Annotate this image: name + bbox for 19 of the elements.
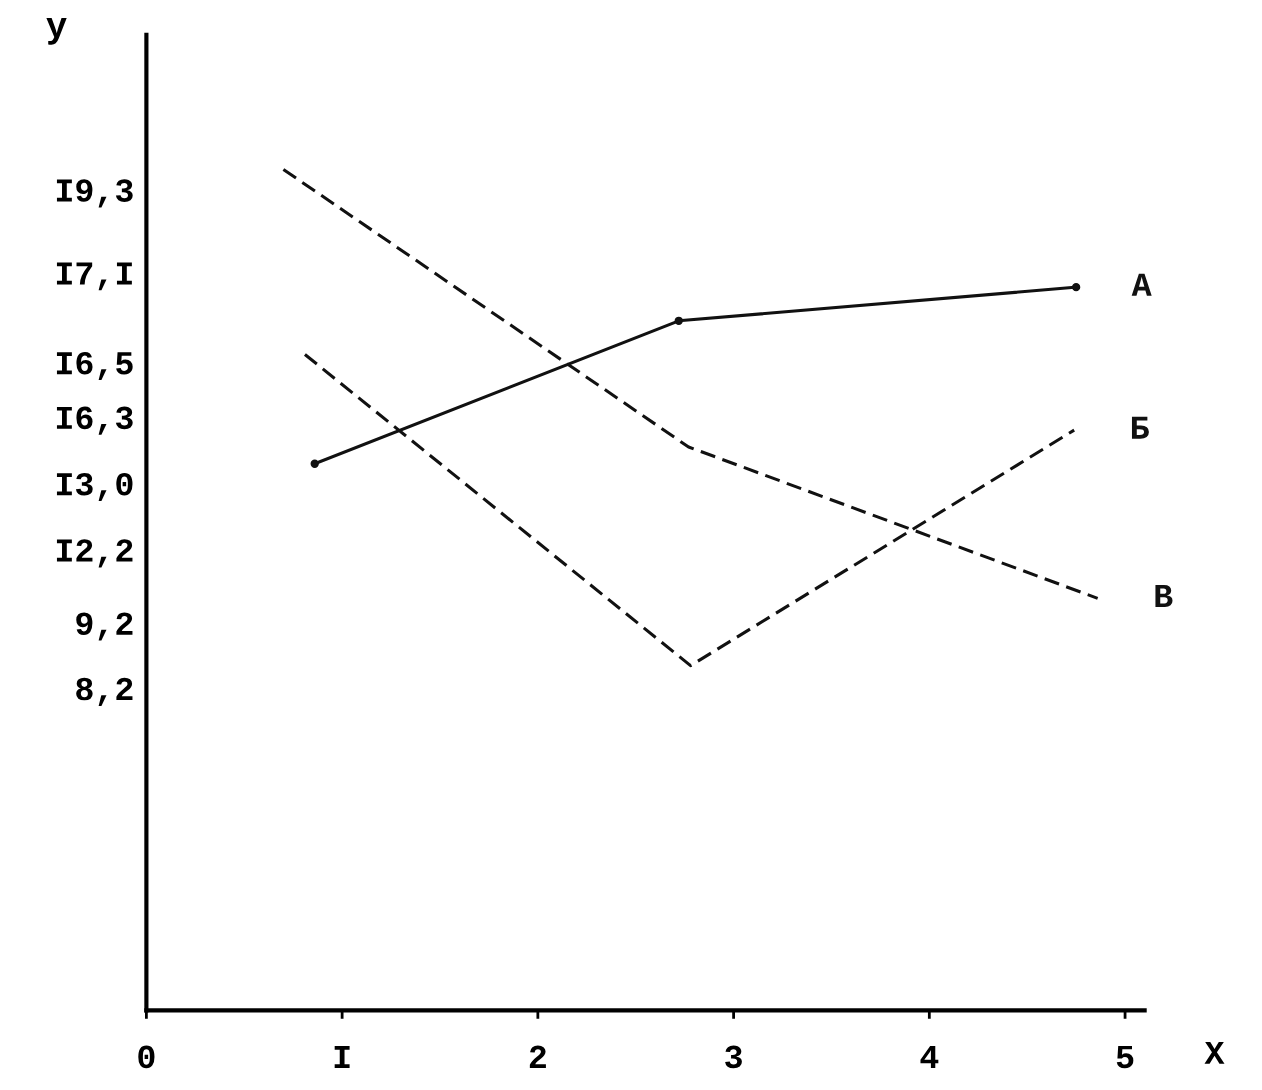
text: 9,2 [76,612,133,641]
series-label: A [1131,273,1152,296]
x-axis-title: X [1204,1041,1225,1064]
x-tick-label: 5 [1116,1045,1134,1069]
y-axis-title: y [46,18,67,45]
series-label: Б [1131,416,1149,439]
text: 8,2 [76,677,133,706]
text: I9,3 [56,179,133,208]
x-tick-label: 0 [138,1045,155,1069]
text: I3,0 [56,472,133,502]
text: I6,5 [56,351,133,381]
x-tick-label: 2 [529,1045,546,1068]
x-tick-label: 4 [920,1045,939,1068]
x-tick-label: I [334,1045,350,1068]
x-tick-label: 3 [725,1045,742,1069]
text: I6,3 [56,406,133,435]
text: I2,2 [56,539,133,568]
series-label: В [1155,585,1173,607]
text: I7,I [56,262,132,291]
